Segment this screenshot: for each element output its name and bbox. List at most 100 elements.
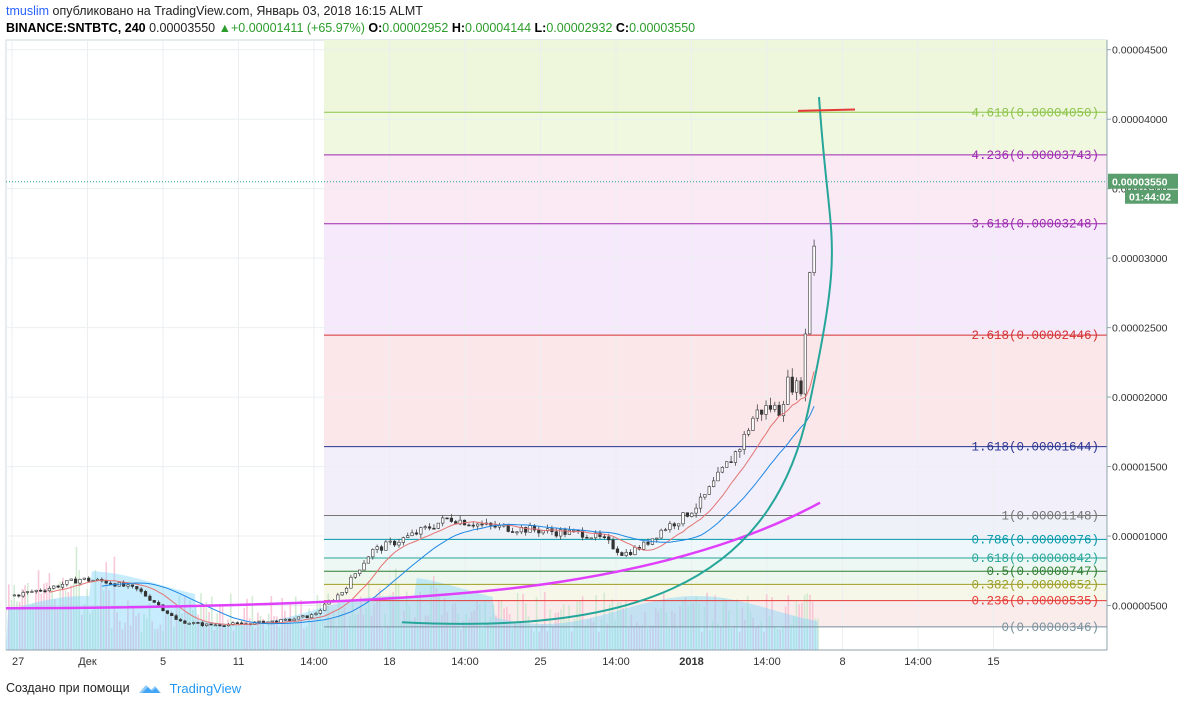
volume-bar [676,627,679,650]
volume-bar [519,622,522,650]
volume-bar [403,610,405,650]
volume-bar [305,626,308,650]
candle-body [690,512,694,517]
volume-bar [300,599,302,650]
price-change: +0.00001411 (+65.97%) [231,21,365,35]
candle-body [397,542,401,546]
volume-bar [335,627,338,650]
candle-body [65,580,69,585]
volume-bar [695,597,698,650]
volume-bar [221,604,224,650]
author-link[interactable]: tmuslim [6,4,50,18]
countdown-label: 01:44:02 [1129,192,1171,204]
candle-body [52,585,56,589]
volume-bar [408,605,411,650]
volume-bar [162,630,164,650]
fib-level-label: 1.618(0.00001644) [971,441,1099,455]
x-tick-label: 5 [160,656,166,668]
volume-bar [465,613,468,650]
volume-bar [598,631,600,650]
volume-bar [395,568,397,650]
volume-bar [154,628,156,650]
candle-body [257,620,261,623]
volume-bar [346,628,348,650]
volume-bar [332,609,335,650]
volume-bar [251,596,254,650]
volume-bar [684,597,687,650]
volume-bar [35,591,37,650]
volume-bar [148,603,151,650]
volume-bar [649,624,652,650]
volume-bar [219,605,221,650]
volume-bar [100,582,102,650]
volume-bar [240,619,243,650]
candle-body [476,523,480,527]
volume-bar [192,610,194,650]
tradingview-brand[interactable]: TradingView [169,680,242,696]
y-tick-label: 0.00004500 [1112,45,1168,57]
candle-body [296,616,301,620]
volume-bar [129,625,132,650]
volume-bar [749,611,752,650]
volume-bar [503,608,505,650]
volume-bar [579,601,581,650]
candle-body [25,591,30,593]
volume-bar [462,620,465,650]
volume-bar [235,624,237,650]
candle-body [130,584,135,587]
volume-bar [533,631,535,650]
x-tick-label: 18 [383,656,395,668]
candle-body [777,404,781,417]
candle-body [375,546,379,550]
symbol-label[interactable]: BINANCE:SNTBTC, 240 [6,21,146,35]
volume-bar [671,610,673,650]
volume-bar [324,626,327,650]
candle-body [270,620,274,623]
volume-bar [338,598,340,650]
volume-bar [733,625,735,650]
parabolic-curve [401,96,833,625]
low-value: 0.00002932 [546,21,613,35]
candle-body [165,610,169,614]
volume-bar [267,613,270,650]
volume-bar [487,622,489,650]
volume-bar [281,597,283,650]
volume-bar [497,600,500,650]
volume-bar [40,593,43,650]
volume-bar [801,602,803,650]
x-tick-label: 14:00 [602,656,630,668]
y-tick-label: 0.00004000 [1112,114,1168,126]
fib-level-label: 2.618(0.00002446) [971,329,1099,343]
volume-bar [565,619,568,650]
created-with-text: Создано при помощи [6,681,130,695]
volume-bar [722,598,725,650]
volume-bar [146,618,148,650]
open-label: O: [368,21,383,35]
volume-bar [118,620,121,650]
volume-bar [546,631,549,650]
x-tick-label: 14:00 [300,656,328,668]
volume-bar [16,601,18,650]
volume-bar [21,588,24,650]
candle-body [21,592,25,597]
fib-band [324,515,1107,540]
candle-body [240,622,244,625]
candle-body [677,523,681,527]
volume-bar [600,619,603,650]
candle-body [524,526,528,533]
volume-bar [227,619,229,650]
volume-bar [357,614,359,650]
volume-bar [587,620,589,650]
candle-body [419,527,423,535]
volume-bar [343,607,346,650]
volume-bar [765,594,768,650]
volume-bar [151,621,154,650]
volume-bar [289,602,292,650]
close-value: 0.00003550 [629,21,696,35]
volume-bar [473,610,476,650]
volume-bar [229,593,232,650]
candle-body [78,579,82,584]
volume-bar [449,623,451,650]
volume-bar [224,623,227,650]
